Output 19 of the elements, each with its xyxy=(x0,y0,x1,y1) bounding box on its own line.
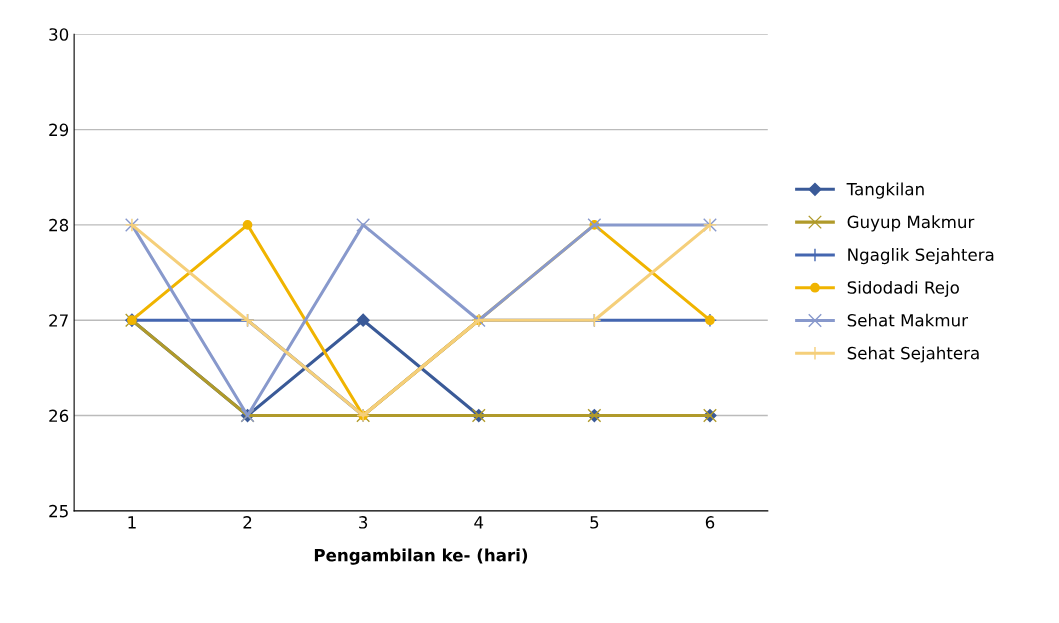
x-tick-label: 6 xyxy=(705,516,715,529)
x-tick-label: 1 xyxy=(128,516,136,529)
y-tick-label: 29 xyxy=(49,123,69,137)
legend-label: Sidodadi Rejo xyxy=(847,280,959,298)
x-tick-label: 5 xyxy=(590,516,599,529)
legend-label: Ngaglik Sejahtera xyxy=(848,248,994,265)
y-tick-label: 27 xyxy=(49,314,68,327)
legend-label: Sehat Makmur xyxy=(847,313,968,327)
legend-label: Sehat Sejahtera xyxy=(847,346,979,363)
x-tick-label: 3 xyxy=(359,516,368,529)
y-tick-label: 26 xyxy=(49,409,69,423)
legend-label: Guyup Makmur xyxy=(847,215,975,232)
y-tick-label: 30 xyxy=(49,28,69,41)
x-tick-label: 2 xyxy=(243,516,252,529)
y-tick-label: 28 xyxy=(49,218,69,232)
y-tick-label: 25 xyxy=(49,504,68,518)
x-axis-title: Pengambilan ke- (hari) xyxy=(314,548,528,565)
legend-label: Tangkilan xyxy=(846,182,924,199)
x-tick-label: 4 xyxy=(474,516,484,529)
